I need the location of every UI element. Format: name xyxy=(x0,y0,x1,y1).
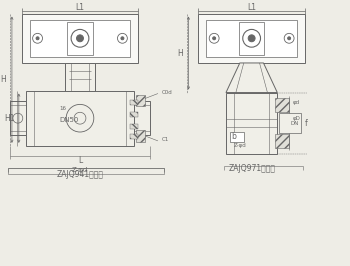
Circle shape xyxy=(288,37,290,40)
Text: DN: DN xyxy=(291,121,299,126)
Text: C1: C1 xyxy=(162,138,169,142)
Polygon shape xyxy=(226,63,277,93)
Text: Z-φd: Z-φd xyxy=(234,143,247,148)
Text: f: f xyxy=(305,119,308,128)
Bar xyxy=(134,101,150,135)
Text: ZAJQ941调节阀: ZAJQ941调节阀 xyxy=(56,170,104,179)
Text: φd: φd xyxy=(293,100,300,105)
Text: H: H xyxy=(0,75,6,84)
Text: b: b xyxy=(231,132,236,142)
Bar xyxy=(136,130,145,142)
Bar xyxy=(206,20,297,57)
Text: ZAJQ971调节阀: ZAJQ971调节阀 xyxy=(228,164,275,173)
Bar xyxy=(136,94,145,106)
Bar xyxy=(198,14,305,63)
Bar xyxy=(239,22,265,55)
Bar xyxy=(130,124,138,129)
Text: φD: φD xyxy=(293,116,301,121)
Text: L: L xyxy=(78,156,82,165)
Bar xyxy=(275,134,289,148)
Text: H1: H1 xyxy=(5,114,15,123)
Bar xyxy=(130,134,138,139)
Bar xyxy=(22,14,138,63)
Text: Z-φd: Z-φd xyxy=(72,167,88,172)
Bar xyxy=(275,98,289,112)
Bar xyxy=(130,112,138,117)
Bar xyxy=(8,168,164,174)
Text: L1: L1 xyxy=(247,3,256,12)
Bar xyxy=(226,93,277,154)
Text: 16: 16 xyxy=(59,106,66,111)
Text: H: H xyxy=(177,49,183,58)
Bar xyxy=(65,63,95,91)
Circle shape xyxy=(213,37,216,40)
Bar xyxy=(30,20,130,57)
Bar xyxy=(130,101,138,105)
Circle shape xyxy=(121,37,124,40)
Circle shape xyxy=(36,37,39,40)
Bar xyxy=(26,91,134,146)
Text: L1: L1 xyxy=(76,3,84,12)
Circle shape xyxy=(248,35,255,42)
Circle shape xyxy=(77,35,83,42)
Text: DN50: DN50 xyxy=(59,117,79,123)
Text: C0d: C0d xyxy=(162,90,173,95)
Bar xyxy=(279,113,301,133)
Bar xyxy=(67,22,93,55)
Bar xyxy=(230,132,244,142)
Bar xyxy=(10,101,26,135)
